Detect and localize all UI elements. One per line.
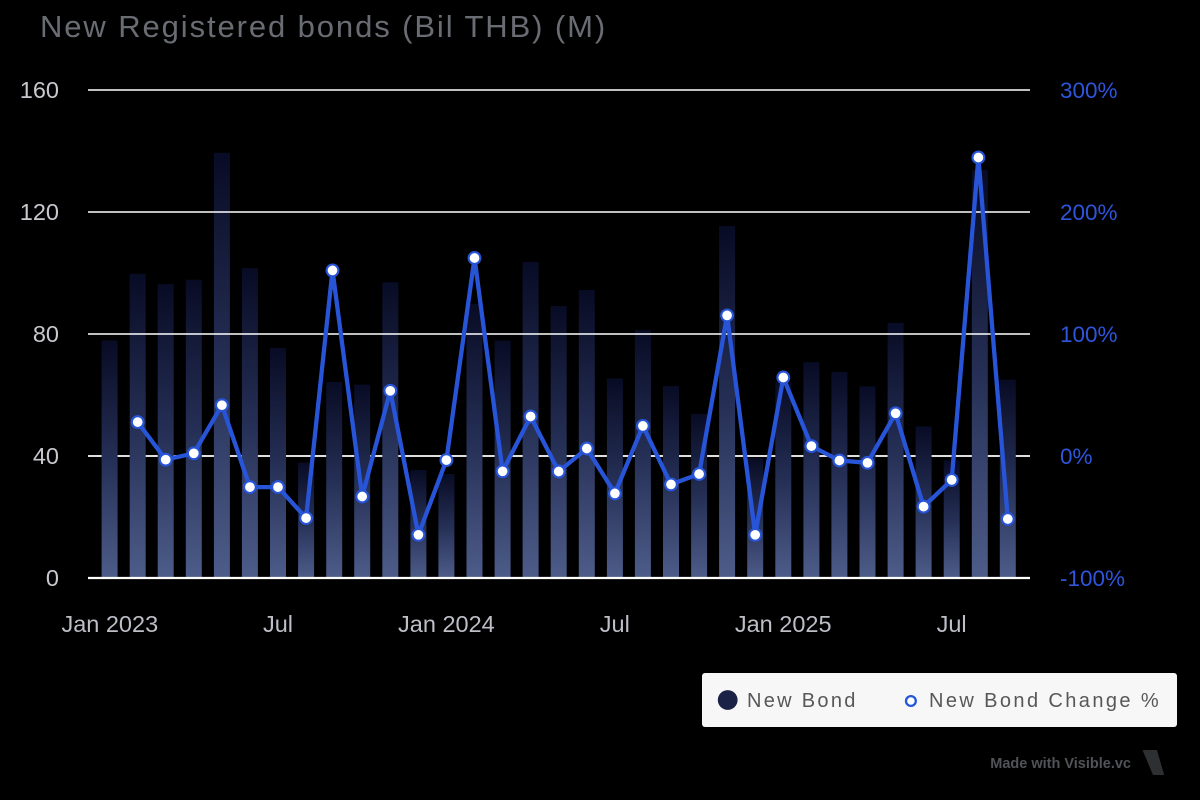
svg-text:0%: 0% xyxy=(1060,444,1093,469)
svg-text:Jan 2024: Jan 2024 xyxy=(398,611,495,637)
svg-text:160: 160 xyxy=(20,77,59,103)
svg-text:-100%: -100% xyxy=(1060,566,1125,591)
svg-text:Made with Visible.vc: Made with Visible.vc xyxy=(990,756,1131,772)
svg-text:80: 80 xyxy=(33,321,59,347)
svg-text:Jul: Jul xyxy=(937,611,967,637)
svg-text:300%: 300% xyxy=(1060,78,1118,103)
svg-text:Jul: Jul xyxy=(600,611,630,637)
svg-text:200%: 200% xyxy=(1060,200,1118,225)
svg-text:100%: 100% xyxy=(1060,322,1118,347)
svg-text:New Bond Change %: New Bond Change % xyxy=(929,690,1161,712)
svg-text:Jul: Jul xyxy=(263,611,293,637)
svg-text:New Bond: New Bond xyxy=(747,690,858,712)
svg-text:120: 120 xyxy=(20,199,59,225)
svg-text:0: 0 xyxy=(46,565,59,591)
svg-text:Jan 2025: Jan 2025 xyxy=(735,611,832,637)
svg-text:New Registered bonds (Bil THB): New Registered bonds (Bil THB) (M) xyxy=(40,9,607,44)
svg-text:40: 40 xyxy=(33,443,59,469)
svg-text:Jan 2023: Jan 2023 xyxy=(61,611,158,637)
